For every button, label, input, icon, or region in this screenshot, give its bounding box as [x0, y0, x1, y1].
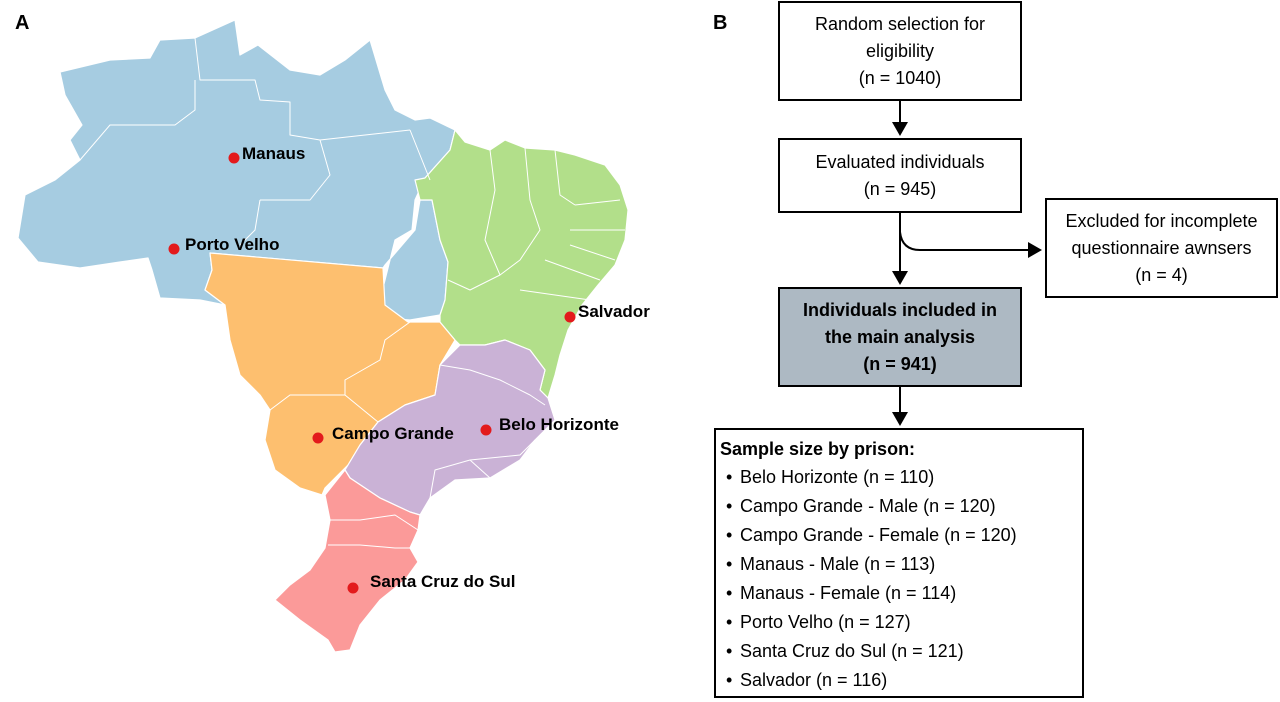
included-line1: Individuals included in [802, 299, 998, 320]
included-count: (n = 941) [863, 353, 937, 374]
sample-size-box: Sample size by prison: Belo Horizonte (n… [714, 428, 1084, 698]
marker-porto-velho [168, 243, 180, 255]
evaluated-count: (n = 945) [863, 178, 937, 199]
brazil-map: Manaus Porto Velho Salvador Campo Grande… [17, 19, 650, 653]
marker-belo-horizonte [480, 424, 492, 436]
random-selection-line2: eligibility [865, 40, 935, 61]
included-line2: the main analysis [824, 326, 976, 347]
city-label-belo-horizonte: Belo Horizonte [499, 415, 619, 434]
city-label-manaus: Manaus [242, 144, 305, 163]
sample-item: Manaus - Male (n = 113) [720, 550, 1078, 579]
state-borders-northeast [447, 147, 625, 306]
city-label-campo-grande: Campo Grande [332, 424, 454, 443]
included-box: Individuals included in the main analysi… [778, 287, 1022, 387]
sample-item: Belo Horizonte (n = 110) [720, 463, 1078, 492]
excluded-box: Excluded for incomplete questionnaire aw… [1045, 198, 1278, 298]
city-label-santa-cruz-do-sul: Santa Cruz do Sul [370, 572, 515, 591]
sample-item: Campo Grande - Female (n = 120) [720, 521, 1078, 550]
sample-item: Santa Cruz do Sul (n = 121) [720, 637, 1078, 666]
state-borders-north [79, 37, 431, 246]
excluded-count: (n = 4) [1135, 264, 1188, 285]
sample-item: Salvador (n = 116) [720, 666, 1078, 695]
sample-item: Manaus - Female (n = 114) [720, 579, 1078, 608]
state-borders-south [328, 514, 419, 549]
evaluated-box: Evaluated individuals (n = 945) [778, 138, 1022, 213]
state-borders-southeast [429, 364, 546, 499]
sample-item: Porto Velho (n = 127) [720, 608, 1078, 637]
region-south [274, 469, 421, 653]
sample-size-list: Belo Horizonte (n = 110) Campo Grande - … [720, 463, 1078, 695]
evaluated-label: Evaluated individuals [815, 151, 985, 172]
region-southeast [344, 339, 556, 516]
random-selection-box: Random selection for eligibility (n = 10… [778, 1, 1022, 101]
panel-label-b: B [713, 12, 728, 34]
marker-manaus [228, 152, 240, 164]
excluded-line2: questionnaire awnsers [1071, 237, 1252, 258]
excluded-line1: Excluded for incomplete [1065, 210, 1258, 231]
random-selection-line1: Random selection for [814, 13, 986, 34]
marker-campo-grande [312, 432, 324, 444]
marker-santa-cruz-do-sul [347, 582, 359, 594]
city-markers [168, 152, 576, 594]
city-labels: Manaus Porto Velho Salvador Campo Grande… [185, 144, 650, 591]
city-label-porto-velho: Porto Velho [185, 235, 279, 254]
panel-label-a: A [15, 12, 30, 34]
city-label-salvador: Salvador [578, 302, 650, 321]
sample-size-title: Sample size by prison: [720, 439, 916, 459]
random-selection-count: (n = 1040) [858, 67, 942, 88]
state-borders-central-west [269, 321, 411, 423]
sample-item: Campo Grande - Male (n = 120) [720, 492, 1078, 521]
arrow-to-excluded [899, 231, 1042, 258]
marker-salvador [564, 311, 576, 323]
